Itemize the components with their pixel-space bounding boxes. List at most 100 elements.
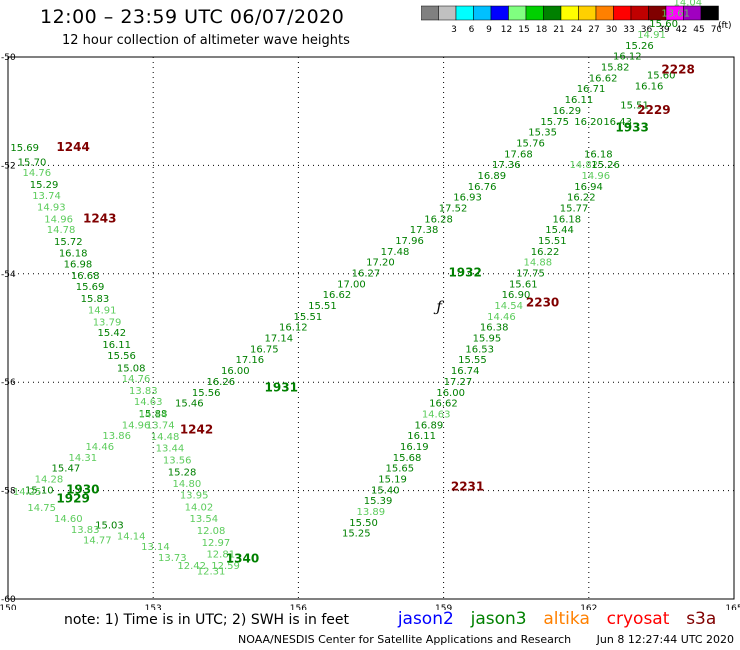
wave-height-value: 12.42: [177, 561, 206, 572]
pass-time-label: 2228: [661, 62, 694, 76]
wave-height-value: 14.54: [494, 301, 523, 312]
wave-height-value: 14.48: [151, 432, 180, 443]
wave-height-value: 17.38: [410, 225, 439, 236]
wave-height-value: 16.29: [553, 106, 582, 117]
wave-height-value: 14.63: [422, 409, 451, 420]
wave-height-value: 15.83: [81, 294, 110, 305]
wave-height-value: 15.55: [458, 355, 487, 366]
wave-height-value: 15.03: [95, 521, 124, 532]
wave-height-value: 14.93: [37, 202, 66, 213]
wave-height-value: 14.14: [117, 531, 146, 542]
legend-altika: altika: [543, 609, 590, 629]
wave-height-value: 16.11: [102, 340, 131, 351]
wave-height-value: 15.51: [620, 100, 649, 111]
pass-time-label: 1933: [615, 120, 648, 134]
wave-height-value: 15.44: [545, 225, 574, 236]
wave-height-value: 15.60: [647, 71, 676, 82]
pass-time-label: 2231: [451, 480, 484, 494]
page-title: 12:00 – 23:59 UTC 06/07/2020: [40, 6, 345, 28]
wave-height-value: 16.62: [323, 290, 352, 301]
wave-height-value: 17.36: [492, 160, 521, 171]
wave-height-value: 16.27: [352, 269, 381, 280]
lon-tick-label: 156: [290, 604, 307, 610]
wave-height-value: 16.19: [400, 442, 429, 453]
wave-height-value: 16.89: [415, 420, 444, 431]
wave-height-value: 14.46: [487, 312, 516, 323]
wave-height-value: 14.96: [44, 214, 73, 225]
wave-height-value: 13.86: [102, 431, 131, 442]
wave-height-value: 15.56: [107, 351, 136, 362]
wave-height-value: 16.90: [502, 290, 531, 301]
page-subtitle: 12 hour collection of altimeter wave hei…: [62, 33, 350, 48]
colorbar-label: 42: [676, 25, 687, 35]
wave-height-value: 16.18: [59, 248, 88, 259]
track-1244-1243-1242: 15.6915.7014.7615.2913.7414.9314.9614.78…: [10, 140, 240, 572]
track-2228-2229-2230-2231: 15.6016.1615.5116.4315.2614.9616.9416.22…: [342, 62, 695, 539]
wave-height-value: 14.78: [47, 225, 76, 236]
colorbar-label: 27: [588, 25, 599, 35]
wave-height-value: 16.74: [451, 366, 480, 377]
footer: NOAA/NESDIS Center for Satellite Applica…: [238, 633, 734, 646]
colorbar-label: 12: [501, 25, 512, 35]
wave-height-value: 14.60: [54, 514, 83, 525]
wave-height-value: 16.98: [64, 259, 93, 270]
lon-tick-label: 159: [435, 604, 452, 610]
wave-height-value: 14.75: [27, 503, 56, 514]
wave-height-value: 16.00: [436, 388, 465, 399]
colorbar-label: 30: [606, 25, 618, 35]
wave-height-value: 17.52: [439, 203, 468, 214]
wave-height-value: 17.75: [516, 269, 545, 280]
wave-height-value: 13.79: [93, 317, 122, 328]
wave-height-value: 15.51: [308, 301, 337, 312]
wave-height-value: 13.83: [129, 386, 158, 397]
wave-height-value: 13.56: [163, 456, 192, 467]
wave-height-value: 16.71: [577, 84, 606, 95]
colorbar-label: 36: [641, 25, 653, 35]
wave-height-value: 14.28: [35, 474, 64, 485]
wave-height-value: 12.81: [206, 549, 235, 560]
pass-time-label: 1930: [66, 482, 99, 496]
wave-height-value: 15.29: [30, 180, 59, 191]
wave-height-value: 15.68: [393, 453, 422, 464]
wave-height-value: 16.93: [453, 193, 482, 204]
colorbar: 3 6 9 12 15 18 21 24 27 30 33 36 39 42 45 70: [421, 5, 721, 35]
wave-height-value: 17.16: [235, 355, 264, 366]
wave-height-value: 15.51: [294, 312, 323, 323]
legend: note: 1) Time is in UTC; 2) SWH is in fe…: [64, 609, 728, 629]
pass-time-label: 2229: [637, 103, 670, 117]
wave-height-value: 15.95: [473, 334, 502, 345]
colorbar-label: 24: [571, 25, 583, 35]
wave-height-value: 14.82: [569, 160, 598, 171]
wave-height-value: 16.26: [206, 377, 235, 388]
wave-height-value: 15.69: [76, 282, 105, 293]
wave-height-value: 13.61: [661, 8, 690, 19]
wave-height-value: 16.18: [584, 149, 613, 160]
wave-height-value: 15.10: [25, 485, 54, 496]
wave-height-value: 14.14: [139, 409, 168, 420]
wave-height-value: 12.59: [211, 561, 240, 572]
colorbar-label: 21: [553, 25, 564, 35]
wave-height-value: 15.82: [601, 63, 630, 74]
wave-height-value: 15.50: [349, 518, 378, 529]
wave-height-value: 16.75: [250, 344, 279, 355]
wave-height-value: 14.25: [13, 487, 42, 498]
pass-time-label: 1242: [180, 423, 213, 437]
wave-height-value: 16.11: [565, 95, 594, 106]
wave-height-value: 15.25: [342, 529, 371, 540]
wave-height-value: 17.96: [395, 236, 424, 247]
wave-height-value: 16.16: [635, 82, 664, 93]
wave-height-value: 15.39: [364, 496, 393, 507]
wave-height-value: 16.53: [465, 344, 494, 355]
legend-s3a: s3a: [686, 609, 717, 629]
pass-time-label: 1340: [226, 552, 259, 566]
wave-height-value: 14.76: [23, 168, 52, 179]
wave-height-value: 16.68: [71, 271, 100, 282]
wave-height-value: 13.95: [180, 491, 209, 502]
wave-height-value: 15.42: [98, 328, 127, 339]
wave-height-value: 14.91: [88, 305, 117, 316]
wave-height-value: 13.73: [158, 553, 187, 564]
wave-height-value: 14.76: [122, 374, 151, 385]
wave-height-value: 16.22: [531, 247, 560, 258]
wave-height-value: 15.08: [117, 363, 146, 374]
